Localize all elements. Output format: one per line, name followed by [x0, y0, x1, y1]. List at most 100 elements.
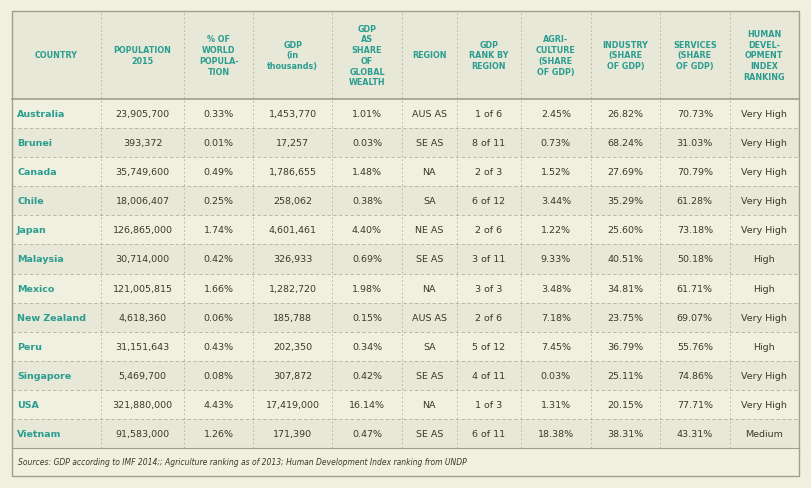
- Text: 0.25%: 0.25%: [204, 197, 234, 206]
- Text: 25.11%: 25.11%: [607, 371, 643, 380]
- Text: 25.60%: 25.60%: [607, 226, 643, 235]
- Text: 5,469,700: 5,469,700: [118, 371, 166, 380]
- Text: 7.45%: 7.45%: [541, 342, 571, 351]
- Text: 68.24%: 68.24%: [607, 139, 643, 148]
- Text: 126,865,000: 126,865,000: [113, 226, 173, 235]
- Text: Peru: Peru: [17, 342, 42, 351]
- Text: 69.07%: 69.07%: [677, 313, 713, 322]
- Text: Brunei: Brunei: [17, 139, 52, 148]
- Text: 121,005,815: 121,005,815: [113, 284, 173, 293]
- Text: 1.26%: 1.26%: [204, 429, 234, 438]
- Text: 2 of 3: 2 of 3: [475, 168, 503, 177]
- Text: 6 of 11: 6 of 11: [472, 429, 505, 438]
- Text: 185,788: 185,788: [273, 313, 312, 322]
- Text: 321,880,000: 321,880,000: [113, 400, 173, 409]
- Text: 3.44%: 3.44%: [541, 197, 571, 206]
- Text: SE AS: SE AS: [415, 255, 443, 264]
- Text: 1 of 3: 1 of 3: [475, 400, 503, 409]
- Text: 55.76%: 55.76%: [677, 342, 713, 351]
- Text: HUMAN
DEVEL-
OPMENT
INDEX
RANKING: HUMAN DEVEL- OPMENT INDEX RANKING: [744, 30, 785, 82]
- Text: 18.38%: 18.38%: [538, 429, 574, 438]
- Text: New Zealand: New Zealand: [17, 313, 86, 322]
- Bar: [12, 274, 799, 303]
- Text: 0.47%: 0.47%: [352, 429, 382, 438]
- Bar: [12, 448, 799, 476]
- Text: 1.01%: 1.01%: [352, 110, 382, 119]
- Text: 2 of 6: 2 of 6: [475, 226, 503, 235]
- Text: 23,905,700: 23,905,700: [115, 110, 169, 119]
- Text: 30,714,000: 30,714,000: [115, 255, 169, 264]
- Bar: [12, 129, 799, 158]
- Text: 31,151,643: 31,151,643: [115, 342, 169, 351]
- Text: 1,453,770: 1,453,770: [268, 110, 317, 119]
- Text: Vietnam: Vietnam: [17, 429, 62, 438]
- Text: 0.33%: 0.33%: [204, 110, 234, 119]
- Text: 4 of 11: 4 of 11: [472, 371, 505, 380]
- Text: 27.69%: 27.69%: [607, 168, 643, 177]
- Text: 23.75%: 23.75%: [607, 313, 643, 322]
- Text: Japan: Japan: [17, 226, 47, 235]
- Text: 1.48%: 1.48%: [352, 168, 382, 177]
- Text: Singapore: Singapore: [17, 371, 71, 380]
- Text: 40.51%: 40.51%: [607, 255, 643, 264]
- Text: INDUSTRY
(SHARE
OF GDP): INDUSTRY (SHARE OF GDP): [603, 41, 648, 71]
- Text: 1.74%: 1.74%: [204, 226, 234, 235]
- Text: High: High: [753, 284, 775, 293]
- Text: 258,062: 258,062: [273, 197, 312, 206]
- Text: 3 of 11: 3 of 11: [472, 255, 505, 264]
- Text: GDP
AS
SHARE
OF
GLOBAL
WEALTH: GDP AS SHARE OF GLOBAL WEALTH: [349, 24, 385, 87]
- Text: % OF
WORLD
POPULA-
TION: % OF WORLD POPULA- TION: [199, 35, 238, 77]
- Text: 0.42%: 0.42%: [204, 255, 234, 264]
- Text: 74.86%: 74.86%: [677, 371, 713, 380]
- Text: 2 of 6: 2 of 6: [475, 313, 503, 322]
- Text: Malaysia: Malaysia: [17, 255, 64, 264]
- Text: 8 of 11: 8 of 11: [472, 139, 505, 148]
- Text: 202,350: 202,350: [273, 342, 312, 351]
- Text: 18,006,407: 18,006,407: [115, 197, 169, 206]
- Text: 4.43%: 4.43%: [204, 400, 234, 409]
- Text: AGRI-
CULTURE
(SHARE
OF GDP): AGRI- CULTURE (SHARE OF GDP): [536, 35, 576, 77]
- Text: 3 of 3: 3 of 3: [475, 284, 503, 293]
- Text: 1.31%: 1.31%: [541, 400, 571, 409]
- Text: High: High: [753, 342, 775, 351]
- Text: SERVICES
(SHARE
OF GDP): SERVICES (SHARE OF GDP): [673, 41, 717, 71]
- Bar: [12, 390, 799, 419]
- Text: 1,786,655: 1,786,655: [268, 168, 317, 177]
- Text: 17,419,000: 17,419,000: [266, 400, 320, 409]
- Text: 0.49%: 0.49%: [204, 168, 234, 177]
- Bar: [12, 332, 799, 361]
- Text: Very High: Very High: [741, 371, 787, 380]
- Text: 17,257: 17,257: [277, 139, 309, 148]
- Text: 50.18%: 50.18%: [677, 255, 713, 264]
- Text: 70.73%: 70.73%: [676, 110, 713, 119]
- Text: NA: NA: [423, 284, 436, 293]
- Text: 326,933: 326,933: [273, 255, 312, 264]
- Bar: [12, 187, 799, 216]
- Text: Very High: Very High: [741, 110, 787, 119]
- Text: NA: NA: [423, 168, 436, 177]
- Text: 0.06%: 0.06%: [204, 313, 234, 322]
- Bar: [12, 361, 799, 390]
- Text: 4,601,461: 4,601,461: [268, 226, 317, 235]
- Bar: [12, 100, 799, 129]
- Text: 61.71%: 61.71%: [677, 284, 713, 293]
- Text: 3.48%: 3.48%: [541, 284, 571, 293]
- Text: 70.79%: 70.79%: [677, 168, 713, 177]
- Text: SE AS: SE AS: [415, 139, 443, 148]
- Text: 393,372: 393,372: [122, 139, 162, 148]
- Text: 2.45%: 2.45%: [541, 110, 571, 119]
- Text: Australia: Australia: [17, 110, 66, 119]
- Text: 1,282,720: 1,282,720: [268, 284, 317, 293]
- Text: USA: USA: [17, 400, 39, 409]
- Bar: [12, 216, 799, 245]
- Text: High: High: [753, 255, 775, 264]
- Text: 61.28%: 61.28%: [677, 197, 713, 206]
- Text: 7.18%: 7.18%: [541, 313, 571, 322]
- Text: Mexico: Mexico: [17, 284, 54, 293]
- Text: 26.82%: 26.82%: [607, 110, 643, 119]
- Text: SA: SA: [423, 342, 436, 351]
- Text: 0.69%: 0.69%: [352, 255, 382, 264]
- Text: 0.42%: 0.42%: [352, 371, 382, 380]
- Text: 0.15%: 0.15%: [352, 313, 382, 322]
- Text: 73.18%: 73.18%: [676, 226, 713, 235]
